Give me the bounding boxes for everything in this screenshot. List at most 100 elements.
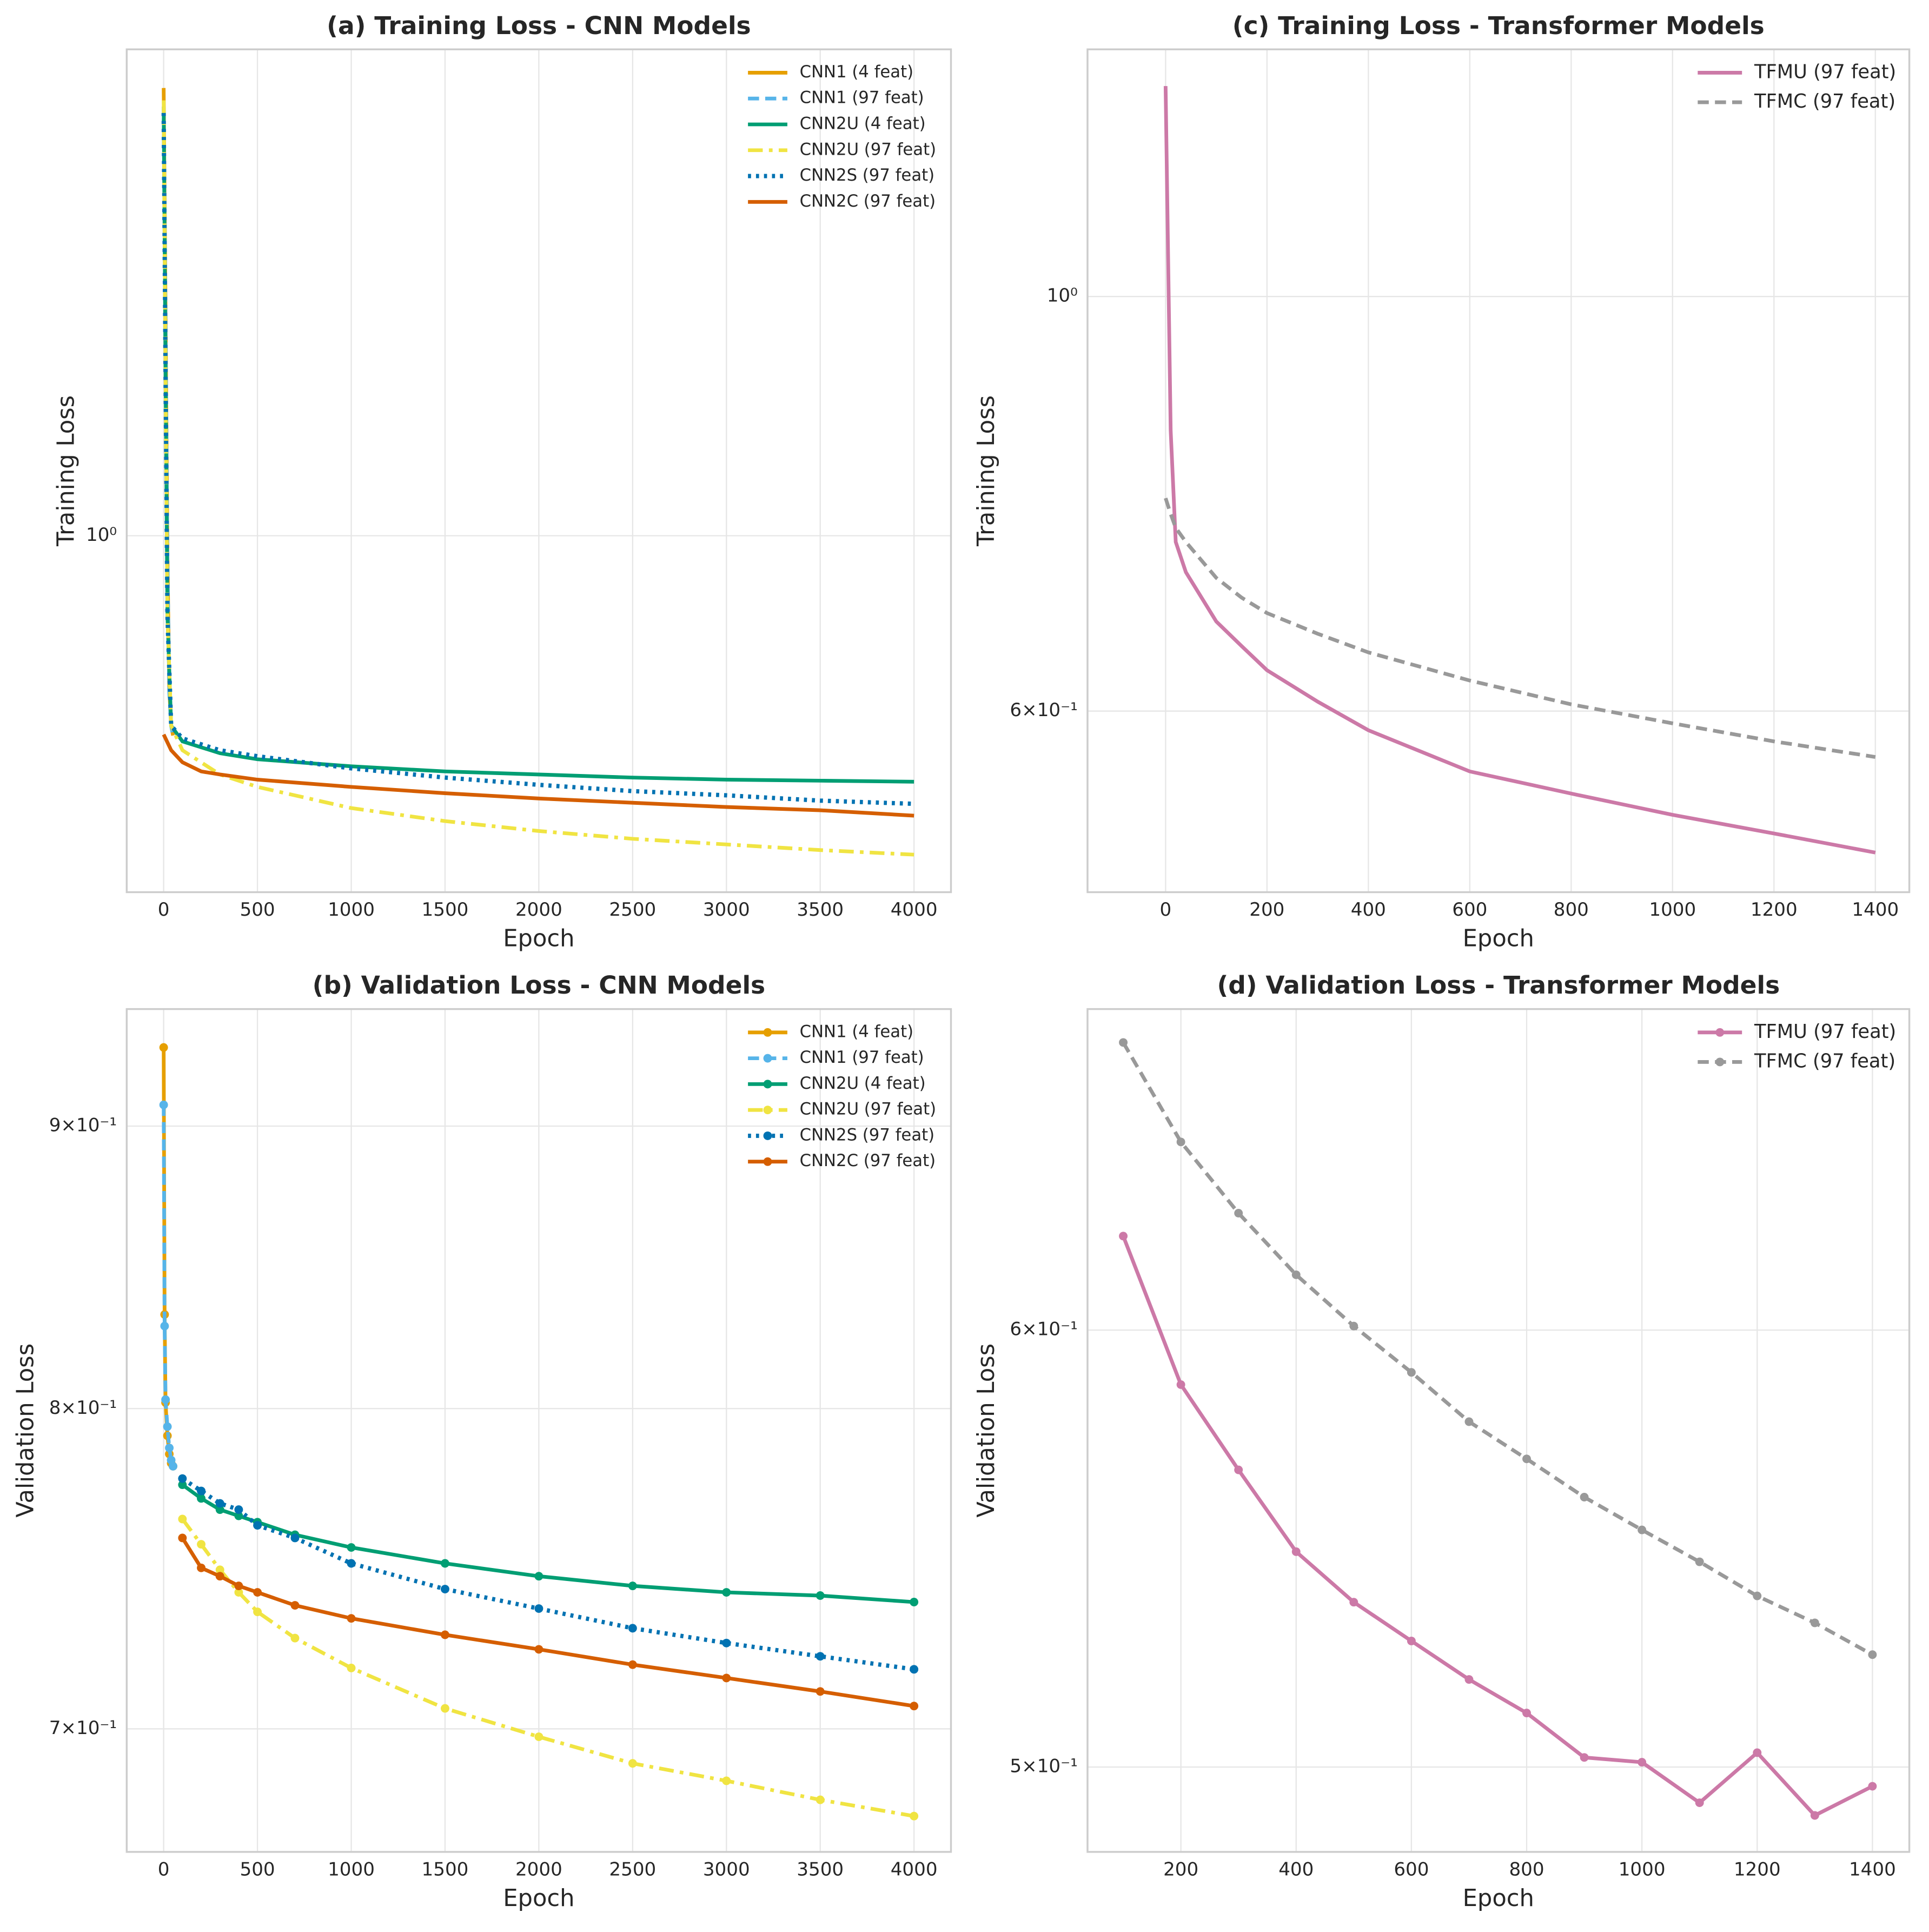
point — [1176, 1380, 1185, 1389]
point — [169, 1461, 177, 1471]
x-tick-label: 600 — [1452, 899, 1487, 921]
point — [1349, 1321, 1358, 1331]
y-axis-label: Training Loss — [53, 395, 80, 547]
point — [178, 1480, 187, 1490]
legend-label: CNN2S (97 feat) — [800, 166, 934, 185]
x-tick-label: 1500 — [422, 1859, 469, 1881]
legend-marker — [763, 1157, 772, 1166]
point — [1638, 1758, 1647, 1767]
chart-title: (c) Training Loss - Transformer Models — [1232, 11, 1765, 40]
point — [1810, 1618, 1819, 1627]
point — [1868, 1782, 1877, 1791]
x-tick-label: 2500 — [609, 899, 656, 921]
x-tick-label: 1000 — [1619, 1859, 1666, 1881]
legend-label: TFMU (97 feat) — [1754, 1021, 1896, 1043]
plot-frame — [125, 48, 952, 894]
point — [234, 1505, 243, 1514]
x-tick-label: 3000 — [703, 899, 750, 921]
point — [722, 1588, 731, 1597]
x-tick-label: 2000 — [515, 1859, 562, 1881]
legend-label: TFMC (97 feat) — [1754, 90, 1895, 113]
point — [253, 1588, 262, 1597]
point — [910, 1811, 919, 1821]
legend-marker — [763, 1106, 772, 1115]
x-axis-label: Epoch — [1463, 1885, 1534, 1912]
point — [534, 1572, 543, 1581]
point — [1291, 1547, 1301, 1556]
point — [253, 1521, 262, 1530]
point — [1464, 1675, 1474, 1684]
point — [722, 1638, 731, 1648]
point — [159, 1100, 168, 1109]
point — [347, 1663, 356, 1672]
point — [197, 1563, 206, 1572]
point — [1753, 1748, 1762, 1757]
line — [1163, 86, 1876, 855]
point — [163, 1422, 172, 1431]
x-tick-label: 600 — [1394, 1859, 1429, 1881]
x-tick-label: 4000 — [891, 899, 938, 921]
x-tick-label: 500 — [240, 1859, 275, 1881]
x-axis-label: Epoch — [503, 1885, 574, 1912]
line — [161, 113, 914, 806]
x-tick-label: 1200 — [1734, 1859, 1781, 1881]
point — [197, 1486, 206, 1496]
point — [234, 1582, 243, 1591]
point — [178, 1533, 187, 1543]
point — [161, 1395, 170, 1404]
point — [1580, 1753, 1589, 1762]
legend-marker — [763, 1054, 772, 1063]
plot-frame — [125, 1008, 952, 1853]
point — [1464, 1417, 1474, 1426]
point — [816, 1687, 825, 1696]
point — [347, 1614, 356, 1623]
point — [910, 1665, 919, 1674]
x-tick-label: 1400 — [1852, 899, 1899, 921]
point — [910, 1598, 919, 1606]
line — [162, 733, 914, 818]
x-tick-label: 1200 — [1751, 899, 1798, 921]
plot-frame — [1086, 1008, 1911, 1853]
point — [234, 1588, 243, 1597]
legend-label: CNN2U (4 feat) — [800, 114, 926, 133]
legend-label: CNN2U (97 feat) — [800, 140, 936, 159]
x-tick-label: 400 — [1351, 899, 1386, 921]
point — [234, 1511, 243, 1520]
line — [181, 1483, 914, 1604]
point — [816, 1652, 825, 1661]
x-axis-label: Epoch — [503, 925, 574, 952]
point — [440, 1630, 449, 1639]
point — [440, 1704, 449, 1713]
y-tick-label: 10⁰ — [86, 524, 117, 546]
point — [440, 1585, 449, 1594]
x-tick-label: 800 — [1554, 899, 1589, 921]
y-tick-label: 6×10⁻¹ — [1010, 1319, 1077, 1340]
point — [1407, 1368, 1416, 1377]
point — [290, 1633, 300, 1643]
point — [290, 1601, 300, 1610]
y-axis-label: Validation Loss — [12, 1344, 39, 1518]
line — [1122, 1041, 1874, 1657]
point — [1349, 1598, 1358, 1607]
x-tick-label: 1000 — [328, 1859, 375, 1881]
point — [1868, 1650, 1877, 1659]
point — [165, 1443, 174, 1452]
point — [1407, 1636, 1416, 1645]
legend-marker — [1715, 1057, 1725, 1067]
point — [628, 1660, 637, 1669]
series-group — [1119, 1038, 1877, 1820]
legend-marker — [763, 1028, 772, 1037]
point — [290, 1533, 300, 1543]
line — [1121, 1235, 1873, 1818]
chart-title: (b) Validation Loss - CNN Models — [313, 971, 765, 1000]
point — [197, 1494, 206, 1503]
chart-title: (a) Training Loss - CNN Models — [327, 11, 751, 40]
legend-marker — [1715, 1028, 1725, 1037]
point — [178, 1514, 187, 1524]
point — [215, 1499, 224, 1508]
point — [1695, 1798, 1704, 1807]
legend-label: TFMC (97 feat) — [1754, 1050, 1895, 1072]
point — [215, 1505, 224, 1514]
legend-label: CNN2U (97 feat) — [800, 1100, 936, 1119]
point — [628, 1759, 637, 1768]
